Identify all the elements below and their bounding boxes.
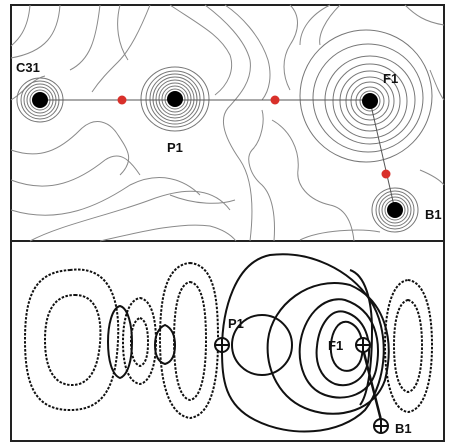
top-panel: C31 P1 F1 B1 (10, 4, 445, 242)
atom-label-c31: C31 (16, 60, 40, 75)
atom-marker-b1 (373, 418, 389, 434)
atom-label-p1: P1 (167, 140, 183, 155)
atom-marker-f1 (355, 337, 371, 353)
atom-label-b1: B1 (395, 421, 412, 436)
background-contours (10, 4, 445, 242)
positive-contours (106, 253, 390, 433)
nuclei (32, 91, 403, 218)
atom-label-f1: F1 (383, 71, 398, 86)
bond-f1-b1 (360, 344, 384, 425)
atom-label-f1: F1 (328, 338, 343, 353)
critical-points (117, 95, 391, 179)
negative-contours (23, 261, 434, 420)
bottom-panel: P1 F1 B1 (23, 253, 434, 436)
atom-label-p1: P1 (228, 316, 244, 331)
p1-contours (140, 66, 210, 132)
b1-contours (371, 187, 419, 233)
bond-paths (40, 99, 396, 211)
outer-frame (10, 4, 445, 442)
atom-marker-p1 (214, 337, 230, 353)
atom-label-b1: B1 (425, 207, 442, 222)
f1-contours (299, 29, 433, 163)
